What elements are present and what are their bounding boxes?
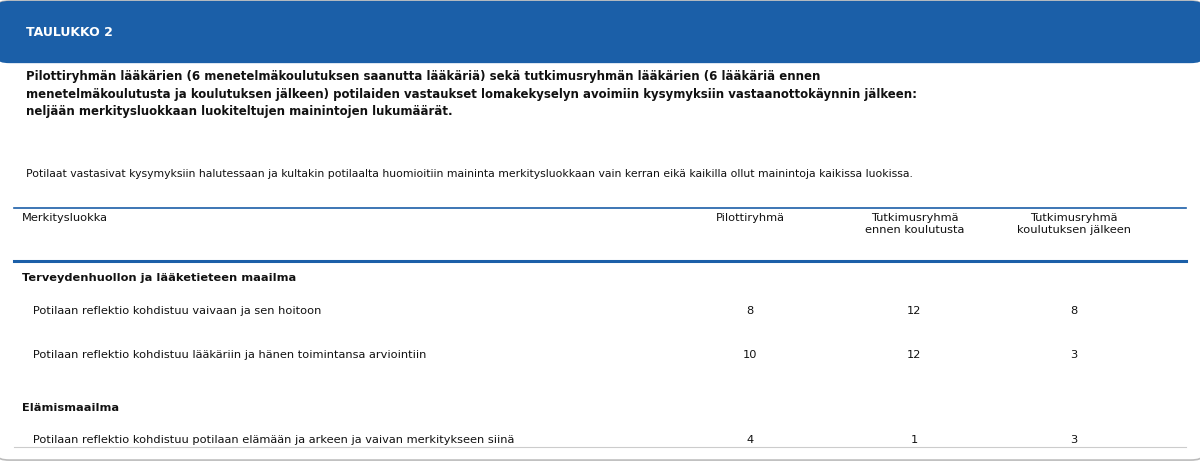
Text: 10: 10 xyxy=(743,349,757,360)
FancyBboxPatch shape xyxy=(0,1,1200,63)
Text: 3: 3 xyxy=(1070,349,1078,360)
Text: 1: 1 xyxy=(911,435,918,445)
Text: 4: 4 xyxy=(746,435,754,445)
Text: TAULUKKO 2: TAULUKKO 2 xyxy=(26,25,113,39)
Text: Elämismaailma: Elämismaailma xyxy=(22,402,119,413)
Text: Potilaan reflektio kohdistuu potilaan elämään ja arkeen ja vaivan merkitykseen s: Potilaan reflektio kohdistuu potilaan el… xyxy=(22,435,514,445)
Text: Tutkimusryhmä
ennen koulutusta: Tutkimusryhmä ennen koulutusta xyxy=(865,213,964,236)
Text: Merkitysluokka: Merkitysluokka xyxy=(22,213,108,223)
Text: 8: 8 xyxy=(1070,306,1078,316)
Text: Terveydenhuollon ja lääketieteen maailma: Terveydenhuollon ja lääketieteen maailma xyxy=(22,273,296,283)
Text: Potilaan reflektio kohdistuu lääkäriin ja hänen toimintansa arviointiin: Potilaan reflektio kohdistuu lääkäriin j… xyxy=(22,349,426,360)
Text: Potilaat vastasivat kysymyksiin halutessaan ja kultakin potilaalta huomioitiin m: Potilaat vastasivat kysymyksiin halutess… xyxy=(26,169,913,179)
Text: Tutkimusryhmä
koulutuksen jälkeen: Tutkimusryhmä koulutuksen jälkeen xyxy=(1018,213,1132,236)
Text: Potilaan reflektio kohdistuu vaivaan ja sen hoitoon: Potilaan reflektio kohdistuu vaivaan ja … xyxy=(22,306,320,316)
Text: 3: 3 xyxy=(1070,435,1078,445)
Text: Pilottiryhmä: Pilottiryhmä xyxy=(715,213,785,223)
Text: Pilottiryhmän lääkärien (6 menetelmäkoulutuksen saanutta lääkäriä) sekä tutkimus: Pilottiryhmän lääkärien (6 menetelmäkoul… xyxy=(26,70,918,118)
Text: 8: 8 xyxy=(746,306,754,316)
Text: 12: 12 xyxy=(907,306,922,316)
Text: 12: 12 xyxy=(907,349,922,360)
